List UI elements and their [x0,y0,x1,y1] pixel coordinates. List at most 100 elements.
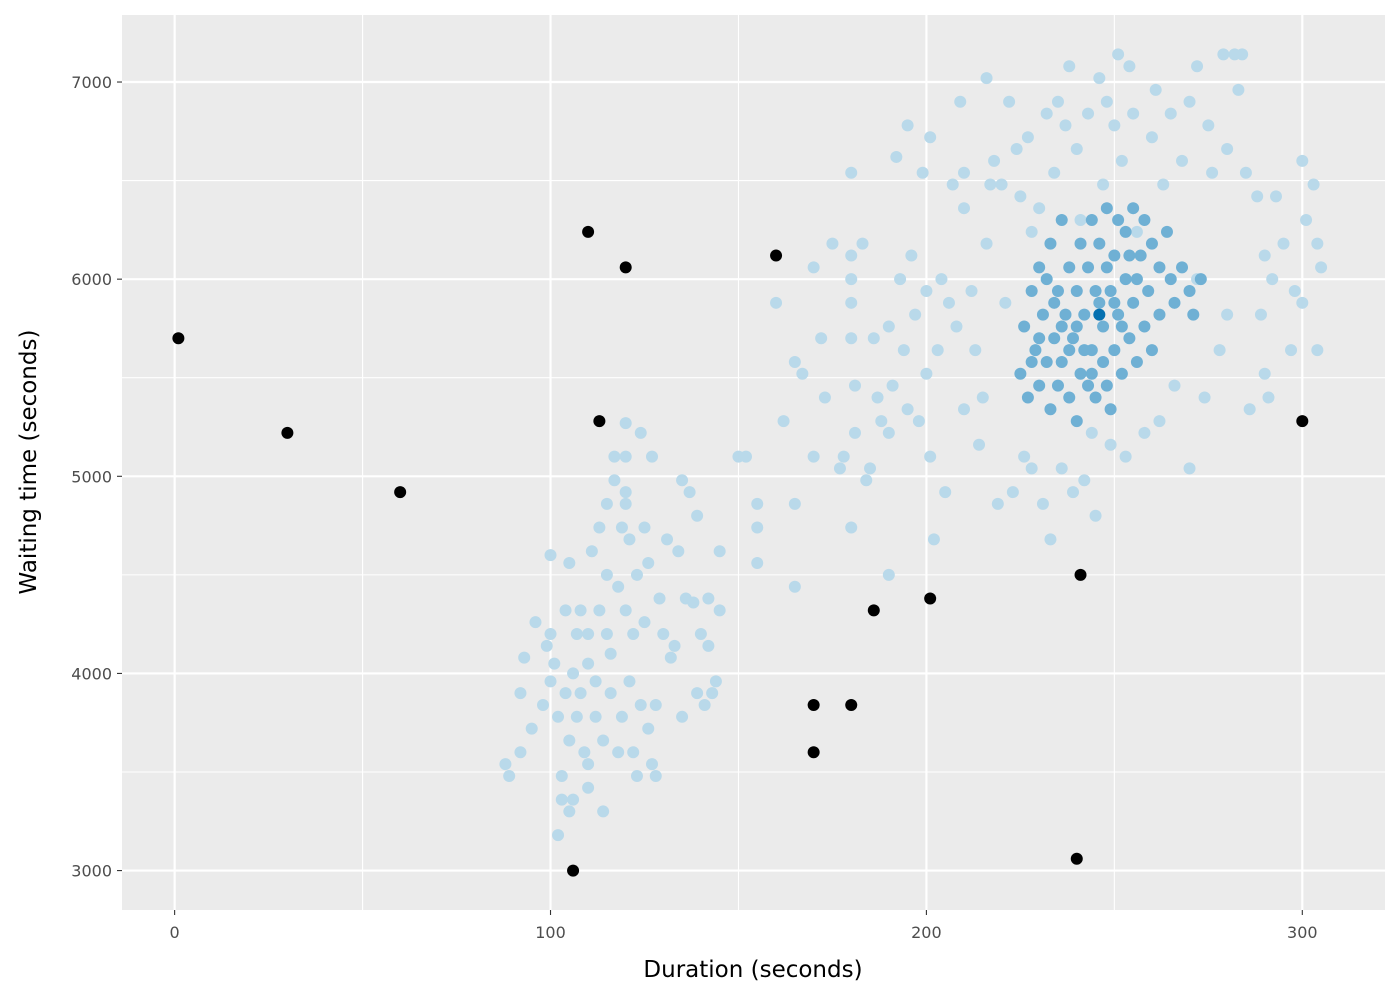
data-point [713,545,726,558]
data-point [597,805,610,818]
data-point [1097,355,1110,368]
y-tick-label: 4000 [71,664,112,683]
data-point [1029,344,1042,357]
data-point [702,639,715,652]
data-point [1040,273,1053,286]
data-point [905,249,918,262]
data-point [1258,367,1271,380]
data-point [1078,308,1091,321]
data-point [950,320,963,333]
data-point [691,687,704,700]
data-point [980,237,993,250]
data-point [1082,379,1095,392]
data-point [1296,154,1309,167]
data-point [1202,119,1215,132]
data-point [751,557,764,570]
data-point [1115,367,1128,380]
data-point [597,734,610,747]
data-point [958,403,970,416]
data-point [815,332,828,345]
data-point [1100,379,1113,392]
data-point [664,651,677,664]
data-point [1003,95,1016,108]
data-point [1063,391,1076,404]
data-point [845,166,858,179]
data-point [1055,355,1068,368]
data-point [702,592,715,605]
data-point [1288,284,1301,297]
data-point [1142,284,1155,297]
data-point [924,131,937,144]
data-point [807,261,820,274]
data-point [563,805,576,818]
data-point [552,710,565,723]
data-point [593,521,606,534]
y-tick-label: 5000 [71,467,112,486]
data-point [1153,261,1166,274]
y-tick-label: 3000 [71,862,112,881]
data-point [567,667,580,680]
data-point [1315,261,1328,274]
data-point [1070,143,1083,156]
data-point [890,150,903,163]
data-point [612,746,625,759]
data-point [544,675,557,688]
data-point [958,202,970,215]
data-point [1093,296,1106,309]
data-point [623,533,636,546]
data-point [1089,391,1102,404]
data-point [946,178,959,191]
data-point [1183,284,1196,297]
data-point [709,675,722,688]
data-point [1033,332,1046,345]
data-point [1108,296,1121,309]
data-point [1307,178,1320,191]
data-point [1112,48,1125,61]
data-point [1097,178,1110,191]
data-point [552,829,565,842]
data-point [1123,60,1136,73]
data-point [1296,415,1309,428]
data-point [1033,379,1046,392]
data-point [593,415,606,428]
tick-labels: 0 100 200 300 3000 4000 5000 6000 7000 [71,73,1317,942]
data-point [1033,202,1046,215]
data-point [619,417,632,430]
data-point [973,438,986,451]
data-point [1070,852,1083,865]
data-point [1006,486,1019,499]
data-point [1221,308,1234,321]
data-point [1040,107,1053,120]
data-point [525,722,538,735]
data-point [995,178,1008,191]
data-point [826,237,839,250]
data-point [1100,261,1113,274]
data-point [1063,261,1076,274]
data-point [796,367,809,380]
data-point [980,72,993,85]
data-point [570,628,583,641]
data-point [1127,107,1140,120]
data-point [999,296,1012,309]
data-point [1311,237,1324,250]
data-point [739,450,752,463]
data-point [845,332,858,345]
data-point [920,284,933,297]
data-point [807,450,820,463]
data-point [1130,355,1143,368]
data-point [661,533,674,546]
data-point [559,687,572,700]
data-point [589,675,602,688]
data-point [1157,178,1170,191]
data-point [751,497,764,510]
data-point [1138,214,1151,227]
data-point [698,698,711,711]
data-point [1100,202,1113,215]
plot-panel [122,15,1385,910]
data-point [619,486,632,499]
data-point [582,628,595,641]
data-point [582,758,595,771]
data-point [1089,284,1102,297]
data-point [529,616,542,629]
data-point [627,746,640,759]
